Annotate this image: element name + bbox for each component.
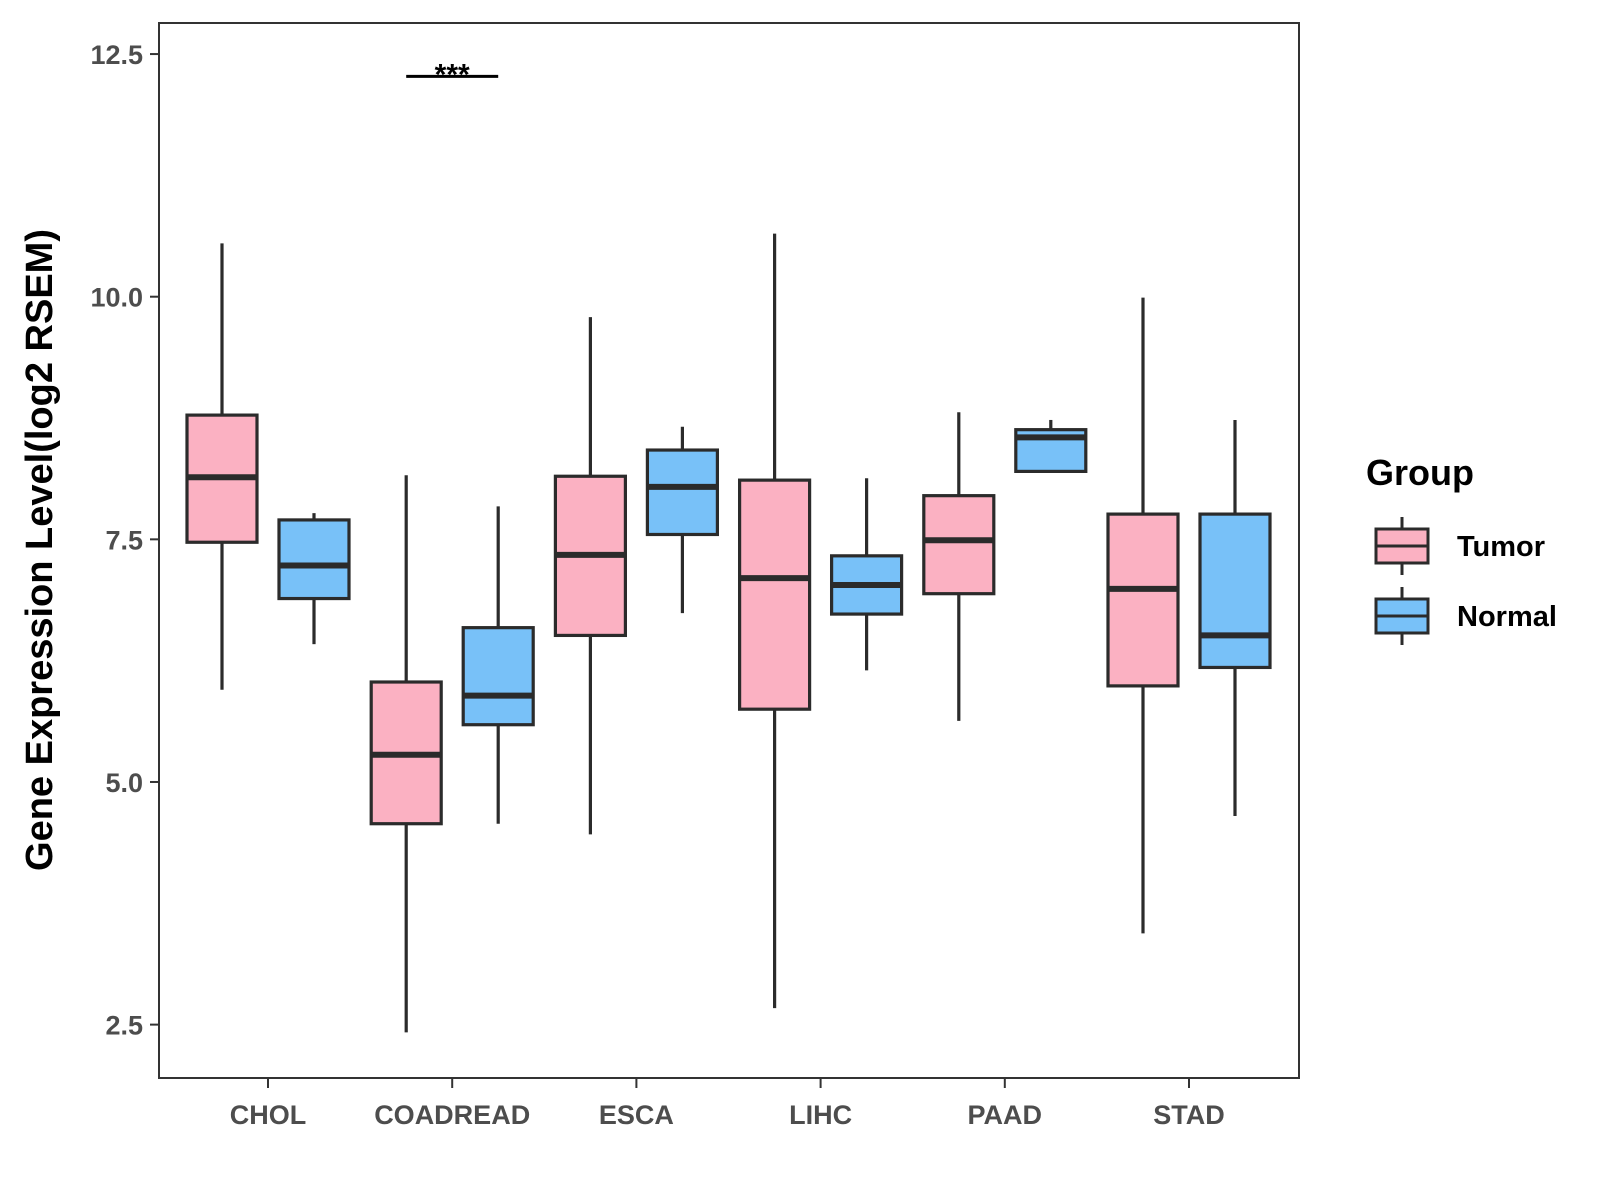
y-tick-label: 7.5 <box>105 525 143 555</box>
x-tick-label: PAAD <box>968 1100 1043 1130</box>
significance-label: *** <box>435 58 470 91</box>
x-tick-label: ESCA <box>599 1100 674 1130</box>
box-normal-esca <box>645 426 720 614</box>
box-normal-paad <box>1014 419 1088 473</box>
box-body <box>922 494 996 596</box>
y-tick-label: 5.0 <box>105 768 143 798</box>
box-body <box>737 478 812 711</box>
axes: 2.5 5.0 7.5 10.0 12.5 CHOL COADREAD ESCA LIHC PAA… <box>90 40 1224 1130</box>
box-normal-coadread <box>461 506 535 824</box>
box-tumor-stad <box>1106 297 1180 934</box>
box-body <box>1106 512 1180 688</box>
legend: Group Tumor Normal <box>1366 452 1557 645</box>
box-normal-stad <box>1198 419 1272 816</box>
x-tick-label: CHOL <box>230 1100 307 1130</box>
y-tick-label: 2.5 <box>105 1011 143 1041</box>
x-tick-label: LIHC <box>789 1100 852 1130</box>
x-tick-label: STAD <box>1153 1100 1225 1130</box>
box-tumor-chol <box>185 243 259 690</box>
box-body <box>461 626 535 727</box>
legend-title: Group <box>1366 452 1474 493</box>
x-tick-label: COADREAD <box>374 1100 530 1130</box>
box-body <box>645 448 720 537</box>
y-axis-title: Gene Expression Level(log2 RSEM) <box>19 229 61 871</box>
box-normal-chol <box>277 513 351 645</box>
box-tumor-coadread <box>369 475 443 1033</box>
box-tumor-esca <box>553 317 628 835</box>
plot-area: *** <box>185 58 1272 1033</box>
box-normal-lihc <box>829 478 904 671</box>
panel-border <box>158 22 1300 1079</box>
box-body <box>277 518 351 601</box>
legend-label-tumor: Tumor <box>1457 531 1545 563</box>
legend-label-normal: Normal <box>1457 601 1557 633</box>
box-tumor-paad <box>922 412 996 721</box>
box-body <box>1198 512 1272 670</box>
y-tick-label: 10.0 <box>90 283 143 313</box>
box-tumor-lihc <box>737 233 812 1009</box>
y-tick-label: 12.5 <box>90 40 143 70</box>
